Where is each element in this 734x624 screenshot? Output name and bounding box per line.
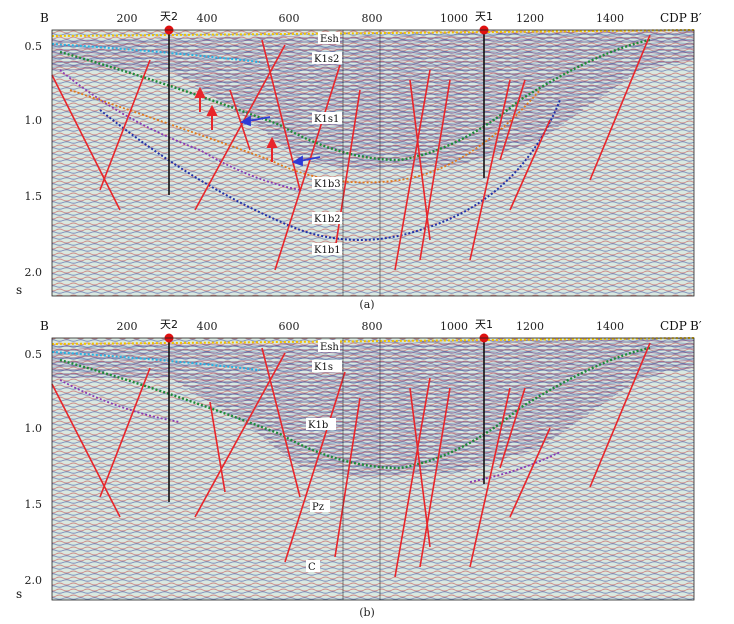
seismic-section-a: 天2 天1 Esh K1s2 K1s1 K1b3 K1b2 K1b1 B B′ … — [16, 10, 702, 297]
time-tick: 1.0 — [25, 422, 43, 435]
seismic-panel-b: 天2 天1 Esh K1s K1b Pz C B B′ CDP s 200 40… — [0, 312, 734, 624]
right-endpoint-label: B′ — [690, 319, 702, 333]
panel-caption-a: (a) — [359, 298, 375, 311]
well-tian1: 天1 — [475, 10, 493, 178]
horizon-k1s-line — [51, 351, 261, 371]
cdp-tick: 800 — [362, 12, 383, 25]
cdp-tick-labels: 200 400 600 800 1000 1200 1400 — [117, 320, 625, 333]
seismic-panel-a: 天2 天1 Esh K1s2 K1s1 K1b3 K1b2 K1b1 B B′ … — [16, 10, 702, 311]
time-tick: 1.5 — [25, 498, 43, 511]
well-label-tian1: 天1 — [475, 318, 493, 331]
basin-reflections — [52, 338, 694, 477]
time-tick: 1.5 — [25, 190, 43, 203]
horizon-label-k1s1: K1s1 — [314, 114, 339, 125]
well-label-tian1: 天1 — [475, 10, 493, 23]
horizon-k1s2-line — [51, 43, 261, 63]
cdp-tick: 400 — [197, 12, 218, 25]
cdp-tick: 1200 — [516, 320, 544, 333]
horizon-label-k1s2: K1s2 — [314, 54, 339, 65]
cdp-tick: 200 — [117, 12, 138, 25]
horizon-pz-line-east — [469, 451, 561, 483]
section-frame — [51, 29, 695, 297]
time-tick-labels: 0.5 1.0 1.5 2.0 — [25, 40, 43, 279]
cdp-tick: 1000 — [440, 320, 468, 333]
cdp-tick: 1200 — [516, 12, 544, 25]
fault-lines — [51, 34, 651, 271]
cdp-tick-labels: 200 400 600 800 1000 1200 1400 — [117, 12, 625, 25]
well-label-tian2: 天2 — [160, 10, 178, 23]
horizon-label-k1b2: K1b2 — [314, 214, 341, 225]
horizon-labels: Esh K1s K1b Pz C — [306, 340, 342, 573]
horizon-label-esh: Esh — [320, 342, 339, 353]
well-label-tian2: 天2 — [160, 318, 178, 331]
cdp-tick: 200 — [117, 320, 138, 333]
cdp-tick: 1400 — [596, 320, 624, 333]
time-unit-label: s — [16, 587, 22, 601]
horizon-labels: Esh K1s2 K1s1 K1b3 K1b2 K1b1 — [312, 32, 342, 256]
horizon-k1b-line — [59, 346, 651, 470]
time-tick: 0.5 — [25, 40, 43, 53]
cdp-tick: 600 — [279, 12, 300, 25]
horizon-label-k1s: K1s — [314, 362, 333, 373]
horizon-label-k1b: K1b — [308, 420, 328, 431]
time-tick: 0.5 — [25, 348, 43, 361]
uplift-arrows — [194, 86, 278, 162]
horizon-k1b1-line — [99, 99, 561, 241]
cdp-tick: 1400 — [596, 12, 624, 25]
horizon-pz-line — [59, 379, 181, 423]
time-tick: 1.0 — [25, 114, 43, 127]
horizon-label-pz: Pz — [312, 502, 324, 513]
cdp-axis-label: CDP — [660, 319, 687, 333]
horizon-label-k1b3: K1b3 — [314, 179, 341, 190]
horizon-k1s1-line — [59, 38, 651, 162]
cdp-tick: 1000 — [440, 12, 468, 25]
cdp-tick: 400 — [197, 320, 218, 333]
left-endpoint-label: B — [40, 319, 49, 333]
right-endpoint-label: B′ — [690, 11, 702, 25]
time-tick: 2.0 — [25, 574, 43, 587]
left-endpoint-label: B — [40, 11, 49, 25]
well-tian2: 天2 — [160, 318, 178, 502]
horizon-label-esh: Esh — [320, 34, 339, 45]
horizon-label-k1b1: K1b1 — [314, 245, 341, 256]
horizon-k1b2-line — [59, 69, 301, 191]
cdp-tick: 600 — [279, 320, 300, 333]
section-frame — [51, 337, 695, 601]
fault-lines — [51, 342, 651, 578]
onlap-arrows — [239, 115, 321, 167]
time-tick-labels: 0.5 1.0 1.5 2.0 — [25, 348, 43, 587]
panel-caption-b: (b) — [359, 606, 375, 619]
seismic-section-b: 天2 天1 Esh K1s K1b Pz C B B′ CDP s 200 40… — [16, 318, 702, 601]
time-unit-label: s — [16, 283, 22, 297]
cdp-tick: 800 — [362, 320, 383, 333]
horizon-label-c: C — [308, 562, 316, 573]
basin-reflections — [52, 30, 694, 170]
time-tick: 2.0 — [25, 266, 43, 279]
cdp-axis-label: CDP — [660, 11, 687, 25]
